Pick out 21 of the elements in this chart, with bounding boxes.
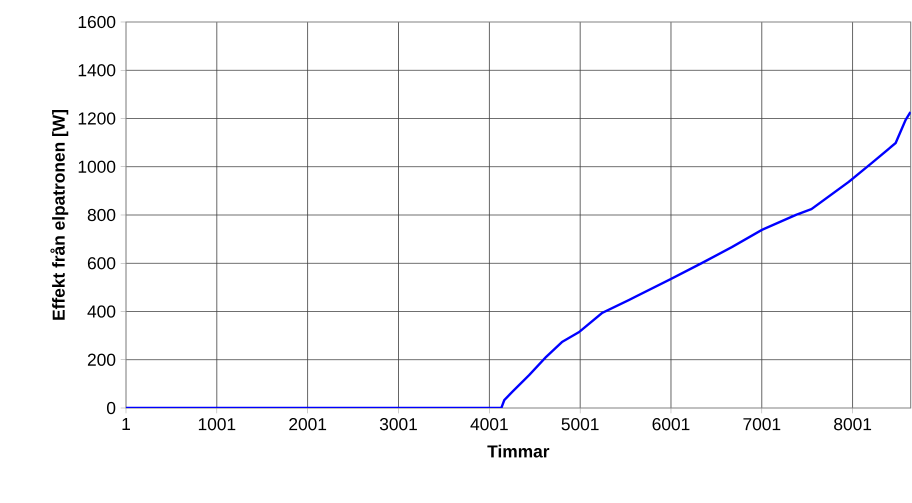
y-axis-title: Effekt från elpatronen [W]: [50, 110, 68, 320]
y-tick-label: 1400: [78, 64, 116, 76]
x-tick-label: 5001: [562, 418, 599, 430]
x-tick-label: 8001: [834, 418, 872, 430]
x-tick-label: 1001: [198, 418, 236, 430]
y-tick-label: 200: [88, 354, 116, 366]
line-series: [126, 110, 911, 408]
y-tick-label: 400: [87, 305, 116, 318]
y-tick-label: 1600: [78, 16, 116, 28]
x-tick-label: 3001: [380, 418, 417, 430]
y-tick-label: 1200: [78, 112, 116, 125]
x-tick-label: 1: [122, 418, 130, 430]
y-tick-label: 600: [88, 257, 116, 270]
y-tick-label: 800: [88, 208, 116, 222]
y-tick-label: 0: [106, 402, 116, 414]
x-tick-label: 2001: [289, 418, 326, 430]
y-tick-label: 1000: [78, 160, 116, 173]
x-tick-label: 4001: [470, 418, 508, 430]
x-tick-label: 7001: [743, 418, 780, 430]
x-axis-title: Timmar: [487, 444, 550, 458]
x-tick-label: 6001: [652, 418, 690, 430]
